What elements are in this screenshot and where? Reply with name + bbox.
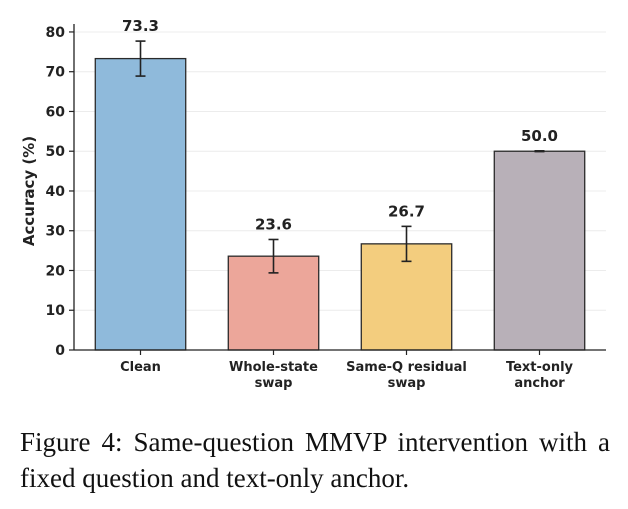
y-axis-label: Accuracy (%) — [20, 136, 38, 246]
bar — [94, 57, 187, 351]
value-labels: 73.3 23.6 26.7 50.0 — [122, 17, 558, 233]
y-tick-label: 40 — [46, 184, 66, 200]
y-tick-label: 20 — [46, 263, 66, 279]
y-tick-label: 30 — [46, 224, 66, 240]
y-tick-label: 0 — [55, 343, 65, 359]
error-bars — [135, 40, 545, 274]
x-tick-label: Text-only anchor — [506, 360, 574, 391]
y-tick-label: 10 — [46, 303, 66, 319]
y-tick-label: 60 — [46, 104, 66, 120]
x-tick-label: Whole-state swap — [229, 360, 318, 391]
x-tick-label: Same-Q residual swap — [346, 360, 467, 391]
bar-chart: 73.3 23.6 26.7 50.0 0 10 20 30 40 50 60 70 80 Clean… — [20, 17, 606, 391]
value-label: 26.7 — [388, 202, 425, 220]
y-tick-label: 70 — [46, 65, 66, 81]
y-tick-label: 80 — [46, 25, 66, 41]
figure-caption: Figure 4: Same-question MMVP interventio… — [20, 427, 610, 493]
value-label: 73.3 — [122, 17, 159, 35]
x-tick-label: Clean — [120, 360, 161, 375]
value-label: 23.6 — [255, 215, 292, 233]
value-label: 50.0 — [521, 127, 558, 145]
y-tick-label: 50 — [46, 144, 66, 160]
y-tick-labels: 0 10 20 30 40 50 60 70 80 — [46, 25, 66, 359]
bars — [94, 57, 586, 351]
bar — [493, 150, 586, 351]
x-tick-labels: Clean Whole-state swap Same-Q residual swap T… — [120, 360, 573, 391]
axes — [69, 24, 606, 355]
